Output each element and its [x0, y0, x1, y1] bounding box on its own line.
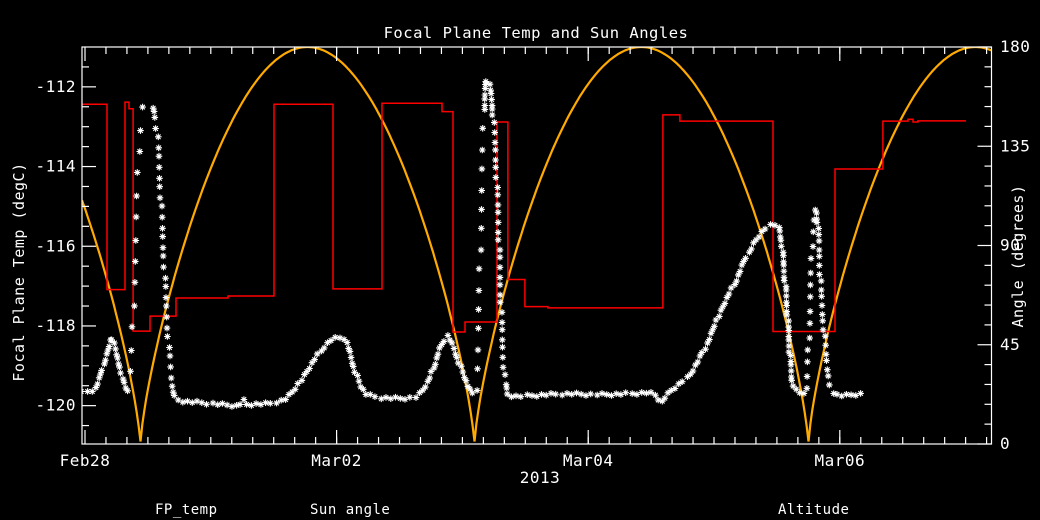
series-sun-angle [82, 101, 966, 333]
y-right-tick-label: 45 [1000, 335, 1020, 354]
y-left-tick-label: -120 [35, 396, 76, 415]
sun-angle-step-line [82, 101, 966, 333]
series-altitude [82, 46, 992, 442]
y-right-tick-label: 180 [1000, 37, 1030, 56]
legend: FP_temp Sun angle Altitude [155, 502, 849, 518]
series-fp-temp [82, 78, 864, 410]
x-tick-label: Feb28 [60, 451, 111, 470]
y-right-tick-label: 90 [1000, 236, 1020, 255]
x-tick-label: Mar04 [563, 451, 614, 470]
y-left-tick-label: -112 [35, 77, 76, 96]
y-left-axis-title: Focal Plane Temp (degC) [10, 162, 28, 381]
chart-title: Focal Plane Temp and Sun Angles [384, 24, 689, 42]
x-tick-label: Mar06 [814, 451, 865, 470]
legend-label-fp-temp: FP_temp [155, 502, 218, 518]
y-right-tick-label: 0 [1000, 434, 1010, 453]
legend-label-sun-angle: Sun angle [310, 502, 390, 518]
altitude-curve [82, 46, 992, 442]
axis-tick-labels: Feb28 Mar02 Mar04 Mar06 -112 -114 -116 -118 -120… [35, 37, 1030, 470]
frame-rect [81, 46, 993, 445]
y-right-axis-title: Angle (degrees) [1009, 185, 1027, 328]
fp-temp-markers [82, 78, 864, 410]
x-axis-year-label: 2013 [520, 468, 561, 487]
legend-label-altitude: Altitude [778, 502, 849, 518]
y-left-tick-label: -118 [35, 316, 76, 335]
y-right-tick-label: 135 [1000, 136, 1030, 155]
plot-frame [81, 46, 993, 445]
y-left-tick-label: -114 [35, 157, 76, 176]
axis-ticks [82, 46, 992, 445]
y-left-tick-label: -116 [35, 236, 76, 255]
x-tick-label: Mar02 [311, 451, 362, 470]
